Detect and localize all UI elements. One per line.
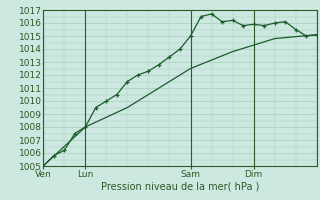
X-axis label: Pression niveau de la mer( hPa ): Pression niveau de la mer( hPa ) xyxy=(101,182,259,192)
